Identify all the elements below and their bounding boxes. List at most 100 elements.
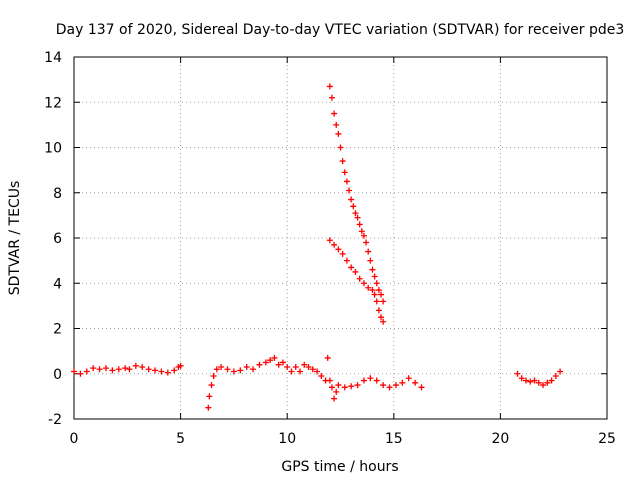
data-point-marker (309, 366, 316, 373)
data-point-marker (380, 318, 387, 325)
x-tick-label: 20 (491, 431, 509, 447)
data-point-marker (213, 366, 220, 373)
data-point-marker (350, 203, 357, 210)
series-arc-7 (514, 368, 564, 389)
data-point-marker (356, 275, 363, 282)
data-point-marker (224, 366, 231, 373)
data-point-marker (527, 378, 534, 385)
data-point-marker (348, 196, 355, 203)
y-tick-label: -2 (48, 412, 62, 428)
data-point-marker (77, 370, 84, 377)
x-tick-label: 10 (278, 431, 296, 447)
data-point-marker (71, 368, 77, 375)
x-tick-label: 0 (70, 431, 79, 447)
data-point-marker (375, 307, 382, 314)
data-point-marker (369, 266, 376, 273)
data-point-marker (356, 221, 363, 228)
x-tick-label: 25 (598, 431, 616, 447)
data-point-marker (152, 367, 159, 374)
y-tick-label: 2 (53, 322, 62, 338)
data-point-marker (341, 169, 348, 176)
data-point-marker (360, 280, 367, 287)
data-point-marker (337, 144, 344, 151)
chart-title: Day 137 of 2020, Sidereal Day-to-day VTE… (56, 22, 625, 38)
data-point-marker (262, 359, 269, 366)
data-point-marker (405, 375, 412, 382)
data-point-marker (126, 366, 133, 373)
data-point-marker (535, 379, 542, 386)
data-point-marker (331, 241, 338, 248)
series-arc-6 (326, 237, 387, 325)
data-point-marker (335, 382, 342, 389)
data-point-marker (339, 158, 346, 165)
data-point-marker (331, 110, 338, 117)
data-point-marker (522, 377, 529, 384)
y-tick-label: 8 (53, 186, 62, 202)
data-point-marker (284, 363, 291, 370)
data-point-marker (326, 237, 333, 244)
data-point-marker (514, 370, 521, 377)
data-point-marker (378, 314, 385, 321)
data-point-marker (326, 83, 333, 90)
series-arc-4 (324, 354, 425, 402)
axis-ticks: 0 5 10 15 20 25 -2 0 2 4 6 8 10 12 14 (44, 50, 616, 447)
data-point-marker (371, 291, 378, 298)
data-point-marker (256, 361, 263, 368)
data-point-marker (205, 404, 212, 411)
data-point-marker (369, 287, 376, 294)
data-point-marker (210, 373, 217, 380)
data-point-marker (352, 210, 359, 217)
data-point-marker (271, 354, 278, 361)
data-point-marker (363, 239, 370, 246)
data-point-marker (375, 287, 382, 294)
data-point-marker (83, 368, 90, 375)
data-point-marker (145, 366, 152, 373)
data-point-marker (552, 373, 559, 380)
x-tick-label: 5 (176, 431, 185, 447)
data-point-marker (373, 377, 380, 384)
y-tick-label: 10 (44, 141, 62, 157)
data-point-marker (358, 228, 365, 235)
data-point-marker (392, 382, 399, 389)
data-point-marker (371, 273, 378, 280)
data-points (71, 83, 564, 411)
data-point-marker (418, 384, 425, 391)
data-point-marker (324, 354, 331, 361)
data-point-marker (354, 214, 361, 221)
data-point-marker (318, 373, 325, 380)
data-point-marker (109, 367, 116, 374)
data-point-marker (275, 361, 282, 368)
data-point-marker (328, 384, 335, 391)
data-point-marker (373, 280, 380, 287)
data-point-marker (279, 359, 286, 366)
data-point-marker (237, 367, 244, 374)
data-point-marker (365, 248, 372, 255)
data-point-marker (305, 363, 312, 370)
data-point-marker (132, 362, 139, 369)
data-point-marker (326, 377, 333, 384)
data-point-marker (208, 382, 215, 389)
data-point-marker (267, 357, 274, 364)
data-point-marker (412, 379, 419, 386)
data-point-marker (367, 375, 374, 382)
data-point-marker (158, 368, 165, 375)
data-point-marker (354, 382, 361, 389)
data-point-marker (557, 368, 564, 375)
data-point-marker (365, 284, 372, 291)
data-point-marker (333, 388, 340, 395)
data-point-marker (301, 361, 308, 368)
data-point-marker (96, 366, 103, 373)
data-point-marker (230, 368, 237, 375)
series-arc-3 (205, 354, 329, 411)
data-point-marker (122, 365, 129, 372)
series-arc-1 (71, 365, 133, 377)
data-point-marker (348, 264, 355, 271)
data-point-marker (348, 383, 355, 390)
y-tick-label: 12 (44, 95, 62, 111)
y-tick-label: 4 (53, 276, 62, 292)
data-point-marker (102, 365, 109, 372)
data-point-marker (139, 363, 146, 370)
data-point-marker (328, 94, 335, 101)
